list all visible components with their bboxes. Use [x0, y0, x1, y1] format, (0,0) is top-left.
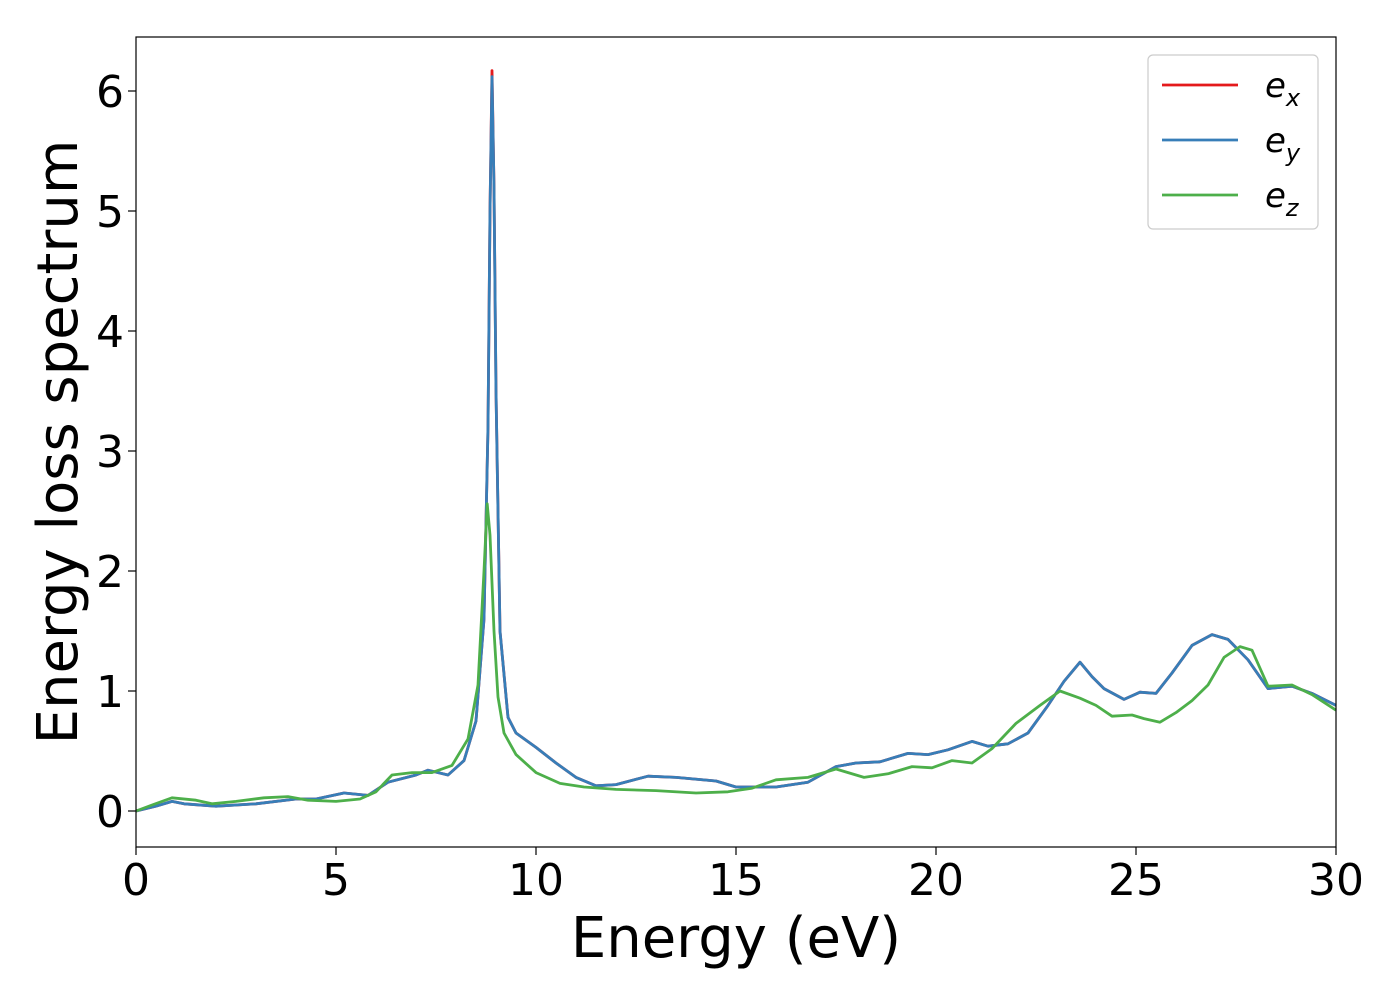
legend-label-z: ez — [1265, 176, 1300, 222]
series-line-y — [135, 75, 1337, 813]
y-axis-ticks: 0 1 2 3 4 5 6 — [96, 67, 136, 838]
legend-label-x: ex — [1265, 66, 1301, 112]
series-line-z — [135, 502, 1337, 813]
y-tick-label: 1 — [96, 667, 124, 718]
legend-box — [1147, 54, 1319, 230]
y-tick-label: 6 — [96, 67, 124, 118]
x-tick-label: 15 — [708, 855, 764, 906]
y-tick-label: 4 — [96, 307, 124, 358]
x-tick-label: 10 — [508, 855, 564, 906]
y-tick-label: 2 — [96, 547, 124, 598]
plot-area-background — [136, 37, 1336, 847]
x-axis-title: Energy (eV) — [571, 906, 901, 971]
x-axis-ticks: 0 5 10 15 20 25 30 — [122, 847, 1364, 906]
x-tick-label: 5 — [322, 855, 350, 906]
x-tick-label: 0 — [122, 855, 150, 906]
series-layer — [135, 69, 1337, 813]
y-tick-label: 3 — [96, 427, 124, 478]
x-tick-label: 20 — [908, 855, 964, 906]
y-tick-label: 0 — [96, 787, 124, 838]
y-axis-title: Energy loss spectrum — [26, 140, 91, 745]
y-tick-label: 5 — [96, 187, 124, 238]
x-tick-label: 30 — [1308, 855, 1364, 906]
x-tick-label: 25 — [1108, 855, 1164, 906]
legend: ex ey ez — [1147, 54, 1319, 230]
legend-label-y: ey — [1265, 121, 1301, 167]
